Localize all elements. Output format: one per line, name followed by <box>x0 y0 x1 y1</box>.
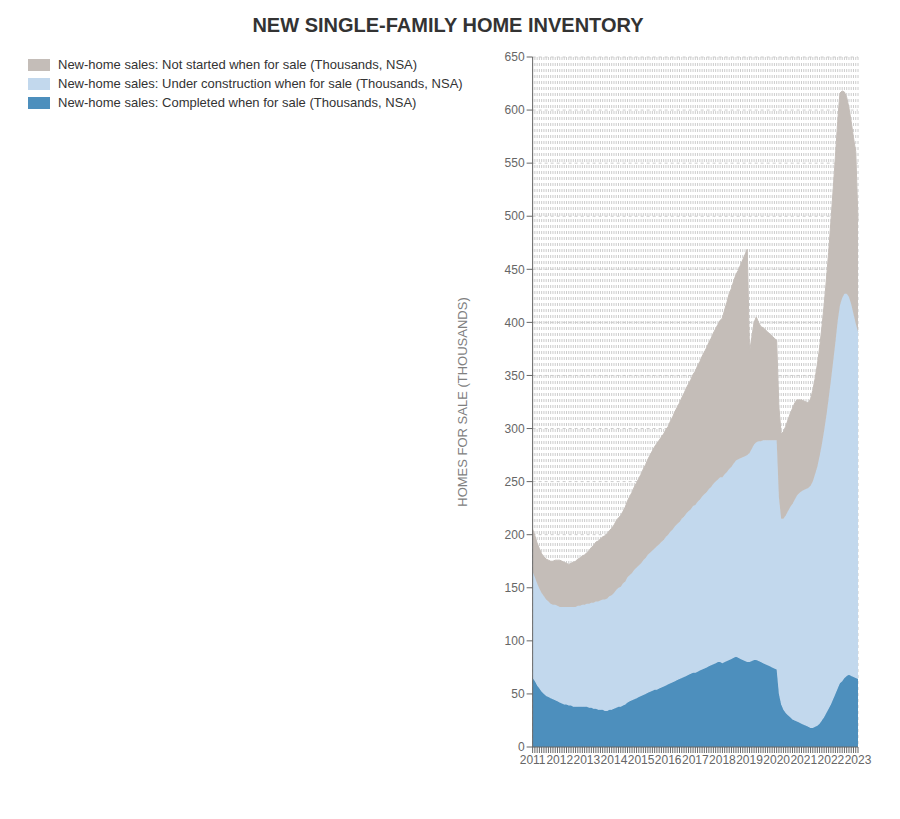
svg-text:550: 550 <box>505 156 525 170</box>
svg-text:300: 300 <box>505 422 525 436</box>
svg-text:350: 350 <box>505 369 525 383</box>
svg-text:2012: 2012 <box>546 753 573 767</box>
svg-text:2018: 2018 <box>709 753 736 767</box>
svg-text:2020: 2020 <box>763 753 790 767</box>
html-text:NEW SINGLE-FAMILY HOME INVENTO: NEW SINGLE-FAMILY HOME INVENTORY <box>252 14 644 36</box>
html-text:New-home sales: Completed when: New-home sales: Completed when for sale … <box>58 95 417 110</box>
svg-text:2017: 2017 <box>682 753 709 767</box>
svg-text:250: 250 <box>505 475 525 489</box>
svg-text:100: 100 <box>505 634 525 648</box>
svg-text:2011: 2011 <box>520 753 546 767</box>
svg-text:600: 600 <box>505 103 525 117</box>
svg-text:2013: 2013 <box>574 753 601 767</box>
svg-text:2014: 2014 <box>601 753 628 767</box>
svg-text:2015: 2015 <box>628 753 655 767</box>
svg-text:150: 150 <box>505 581 525 595</box>
svg-text:2019: 2019 <box>736 753 763 767</box>
svg-text:400: 400 <box>505 316 525 330</box>
svg-text:2016: 2016 <box>655 753 682 767</box>
svg-text:200: 200 <box>505 528 525 542</box>
html-text:New-home sales: Under construc: New-home sales: Under construction when … <box>58 76 463 91</box>
svg-text:2022: 2022 <box>818 753 845 767</box>
svg-text:2021: 2021 <box>790 753 817 767</box>
html-text:New-home sales: Not started wh: New-home sales: Not started when for sal… <box>58 57 418 72</box>
svg-text:2023: 2023 <box>845 753 872 767</box>
svg-text:650: 650 <box>505 50 525 64</box>
svg-text:HOMES FOR SALE (THOUSANDS): HOMES FOR SALE (THOUSANDS) <box>455 297 470 506</box>
svg-text:50: 50 <box>511 687 525 701</box>
svg-text:0: 0 <box>518 740 525 754</box>
svg-text:500: 500 <box>505 209 525 223</box>
svg-text:450: 450 <box>505 263 525 277</box>
